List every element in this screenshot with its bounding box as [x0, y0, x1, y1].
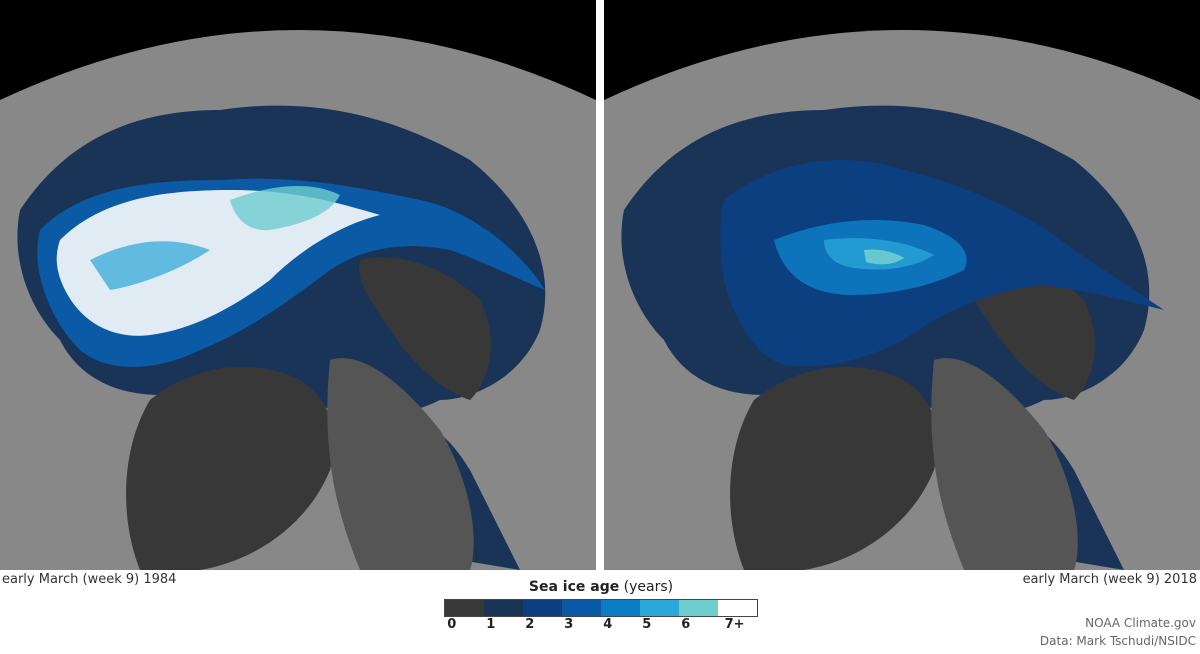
- legend-tick-label: 2: [525, 617, 535, 632]
- legend-swatch-2: [523, 600, 562, 616]
- map-caption-1984: early March (week 9) 1984: [2, 572, 177, 587]
- map-2018: [604, 0, 1200, 570]
- map-1984: [0, 0, 596, 570]
- arctic-map-1984: [0, 0, 596, 570]
- legend-swatch-6: [679, 600, 718, 616]
- panel-divider: [596, 0, 604, 570]
- legend-tick-label: 7+: [724, 617, 745, 632]
- legend-tick-label: 3: [564, 617, 574, 632]
- legend-color-bar: [444, 599, 758, 617]
- legend-title-bold: Sea ice age: [528, 579, 620, 595]
- arctic-map-2018: [604, 0, 1200, 570]
- map-caption-2018: early March (week 9) 2018: [1022, 572, 1197, 587]
- legend-tick-label: 4: [603, 617, 613, 632]
- legend-tick-label: 6: [681, 617, 691, 632]
- legend-title: Sea ice age (years): [444, 579, 758, 595]
- credit-data: Data: Mark Tschudi/NSIDC: [1039, 634, 1196, 648]
- archipelago-land: [730, 366, 938, 570]
- legend-swatch-3: [562, 600, 601, 616]
- legend-ticks: 0 1 2 3 4 5 6 7+: [444, 617, 784, 637]
- greenland-shelf: [359, 257, 491, 400]
- legend-swatch-4: [601, 600, 640, 616]
- legend-tick-label: 5: [642, 617, 652, 632]
- legend-tick-label: 1: [486, 617, 496, 632]
- legend-swatch-0: [445, 600, 484, 616]
- legend-swatch-7: [718, 600, 757, 616]
- legend-swatch-1: [484, 600, 523, 616]
- legend-tick-label: 0: [447, 617, 457, 632]
- archipelago-land: [126, 366, 334, 570]
- credit-source: NOAA Climate.gov: [1085, 616, 1196, 630]
- legend-title-unit: (years): [623, 579, 674, 595]
- legend-swatch-5: [640, 600, 679, 616]
